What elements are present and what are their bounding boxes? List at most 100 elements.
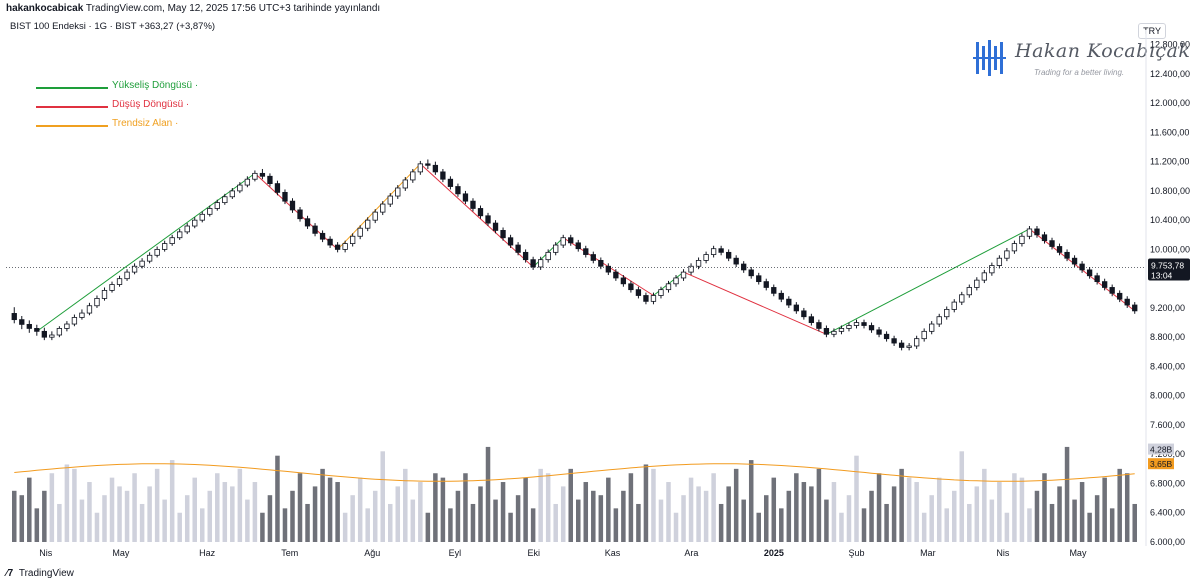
volume-bar <box>876 473 882 542</box>
candle-body <box>199 213 205 221</box>
candle-body <box>71 317 78 325</box>
volume-bar <box>854 455 859 542</box>
candle-body <box>334 244 341 250</box>
volume-bar <box>64 464 70 542</box>
volume-bar <box>87 482 92 542</box>
time-tick-label: Eyl <box>449 548 462 558</box>
price-tick-label: 8.000,00 <box>1150 391 1185 401</box>
volume-bar <box>154 468 160 542</box>
hk-logo-icon <box>973 40 1006 76</box>
candle-body <box>538 259 544 268</box>
candle-body <box>620 277 627 285</box>
candle-body <box>349 235 356 244</box>
published-line: TradingView.com, May 12, 2025 17:56 UTC+… <box>85 3 381 14</box>
volume-bar <box>200 508 205 542</box>
candle-body <box>177 231 183 239</box>
volume-bar <box>297 473 303 542</box>
volume-bar <box>42 490 47 542</box>
candle-body <box>710 248 717 255</box>
candle-body <box>613 271 619 279</box>
volume-bar <box>1019 477 1025 542</box>
time-tick-label: May <box>1069 548 1087 558</box>
candle-body <box>1049 240 1055 247</box>
candle-body <box>289 200 296 211</box>
candle-body <box>192 219 198 227</box>
time-tick-label: Nis <box>39 548 52 558</box>
volume-bar <box>455 490 461 542</box>
volume-label-box <box>1148 443 1174 455</box>
candle-body <box>883 333 890 340</box>
volume-bar <box>974 486 980 542</box>
volume-bar <box>267 495 273 542</box>
footer: ⁄7 TradingView <box>6 568 74 579</box>
volume-bar <box>184 495 190 542</box>
volume-bar <box>1124 473 1130 542</box>
volume-bar <box>79 499 85 542</box>
candle-body <box>222 196 228 204</box>
symbol-info: BIST 100 Endeksi · 1G · BIST +363,27 (+3… <box>10 21 215 32</box>
candle-body <box>966 287 972 296</box>
candle-body <box>861 322 867 326</box>
candle-body <box>410 171 416 181</box>
legend-item-up-cycle: Yükseliş Döngüsü · <box>36 80 236 99</box>
volume-bar <box>342 512 348 542</box>
volume-bar <box>764 495 769 542</box>
volume-bar <box>500 482 506 542</box>
volume-bar <box>1117 468 1122 542</box>
volume-bar <box>418 482 423 542</box>
volume-bar <box>831 482 837 542</box>
volume-bar <box>718 503 724 542</box>
candle-body <box>1117 292 1123 300</box>
candle-body <box>936 316 942 325</box>
price-tick-label: 12.400,00 <box>1150 69 1190 79</box>
candle-body <box>1056 246 1063 253</box>
time-tick-label: May <box>112 548 130 558</box>
volume-bar <box>899 468 904 542</box>
candle-body <box>680 271 687 279</box>
last-price-value: 9.753,78 <box>1151 260 1184 270</box>
candle-body <box>1102 281 1108 288</box>
legend-item-down-cycle: Düşüş Döngüsü · <box>36 99 236 118</box>
publisher-name[interactable]: hakankocabicak <box>6 3 84 14</box>
volume-bar <box>49 473 55 542</box>
candle-body <box>868 325 875 331</box>
candle-body <box>756 275 762 283</box>
candle-body <box>726 251 732 259</box>
symbol-line[interactable]: BIST 100 Endeksi · 1G · BIST <box>10 21 137 32</box>
volume-bar <box>485 446 491 542</box>
volume-bar <box>94 512 100 542</box>
candle-body <box>898 342 905 348</box>
candle-body <box>297 209 303 220</box>
time-tick-label: 2025 <box>764 548 784 558</box>
time-tick-label: Kas <box>605 548 621 558</box>
price-tick-label: 10.800,00 <box>1150 186 1190 196</box>
time-tick-label: Şub <box>848 548 864 558</box>
volume-bar <box>673 512 679 542</box>
volume-bar <box>320 468 325 542</box>
volume-bar <box>275 455 280 542</box>
currency-button[interactable]: TRY <box>1138 23 1166 39</box>
candle-body <box>432 164 439 173</box>
candle-body <box>365 219 371 229</box>
candle-body <box>808 316 815 323</box>
volume-bar <box>365 508 370 542</box>
volume-bar <box>824 499 829 542</box>
volume-bar <box>643 464 649 542</box>
candle-body <box>989 265 995 274</box>
candle-body <box>304 218 311 227</box>
volume-bar <box>891 486 897 542</box>
footer-brand[interactable]: TradingView <box>18 568 74 579</box>
candle-body <box>1026 228 1033 237</box>
volume-bar <box>1034 490 1040 542</box>
volume-bar <box>305 503 310 542</box>
volume-bar <box>576 499 581 542</box>
volume-bar <box>786 490 792 542</box>
volume-bar <box>162 499 167 542</box>
candle-body <box>560 237 566 246</box>
volume-bar <box>598 495 604 542</box>
volume-bar <box>944 508 949 542</box>
candle-body <box>628 283 634 291</box>
candle-body <box>1041 234 1048 242</box>
time-tick-label: Tem <box>281 548 298 558</box>
